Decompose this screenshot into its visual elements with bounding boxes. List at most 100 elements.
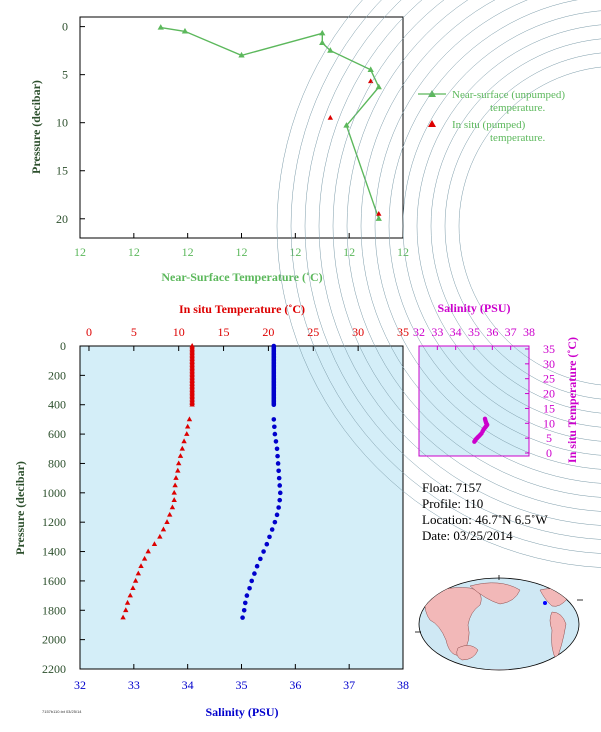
salinity-point [241, 607, 247, 613]
legend-label-pumped: In situ (pumped) [452, 119, 526, 131]
ts-ytick-label: 0 [546, 446, 552, 460]
near-surface-ytick-label: 0 [62, 20, 68, 34]
salinity-point [274, 446, 280, 452]
salinity-point [275, 453, 280, 459]
near-surface-xlabel: Near-Surface Temperature (˚C) [161, 270, 322, 284]
temperature-point [138, 563, 144, 569]
pressure-tick-label: 2000 [42, 633, 66, 647]
salinity-point [273, 439, 279, 444]
footer-text: 7157b110.txt 03/25/14 [42, 709, 82, 714]
salinity-point [261, 549, 266, 554]
ts-xtick-label: 36 [486, 325, 498, 339]
near-surface-ytick-label: 15 [56, 164, 68, 178]
temperature-point [157, 533, 163, 539]
temperature-tick-label: 5 [131, 325, 137, 339]
temperature-tick-label: 0 [86, 325, 92, 339]
near-surface-plot-frame [79, 16, 404, 239]
salinity-point [271, 402, 277, 408]
salinity-point [247, 585, 252, 591]
salinity-point [242, 600, 248, 606]
temperature-point [130, 585, 136, 591]
pressure-tick-label: 0 [60, 339, 66, 353]
salinity-tick-label: 32 [74, 678, 86, 692]
legend-label-unpumped: Near-surface (unpumped) [452, 89, 565, 101]
temperature-point [132, 577, 139, 583]
salinity-tick-label: 35 [236, 678, 248, 692]
near-surface-unpumped-point [375, 215, 382, 221]
temperature-point [172, 482, 178, 488]
salinity-point [277, 490, 283, 496]
ts-density-contour [444, 52, 601, 400]
temperature-point [123, 607, 129, 613]
ts-ytick-label: 25 [543, 372, 555, 386]
pressure-tick-label: 1600 [42, 574, 66, 588]
ts-density-contour [416, 24, 601, 428]
salinity-point [254, 563, 260, 569]
salinity-tick-label: 37 [343, 678, 355, 692]
salinity-point [258, 556, 263, 562]
salinity-point [277, 483, 283, 488]
near-surface-unpumped-point [319, 39, 326, 46]
salinity-point [240, 615, 245, 620]
near-surface-xtick-label: 12 [289, 245, 301, 259]
temperature-tick-label: 35 [397, 325, 409, 339]
near-surface-unpumped-point [327, 47, 334, 53]
map-graticule [415, 575, 583, 633]
near-surface-xtick-label: 12 [397, 245, 409, 259]
ts-density-contour [346, 0, 601, 498]
near-surface-ytick-label: 5 [62, 68, 68, 82]
ts-xtick-label: 34 [450, 325, 462, 339]
ts-xtick-label: 35 [468, 325, 480, 339]
near-surface-unpumped-point [181, 27, 189, 34]
salinity-point [271, 417, 277, 422]
profile-ylabel: Pressure (decibar) [13, 461, 27, 555]
ts-xtick-label: 37 [505, 325, 517, 339]
ts-ytick-label: 10 [543, 416, 555, 430]
temperature-point [171, 489, 177, 495]
near-surface-unpumped-point [319, 29, 326, 36]
float-id: Float: 7157 [422, 480, 482, 495]
temperature-point [171, 497, 177, 502]
salinity-point [276, 468, 281, 474]
ts-density-contour [318, 0, 601, 526]
salinity-point [249, 578, 255, 584]
temperature-point [160, 526, 167, 532]
world-map [415, 575, 583, 671]
near-surface-xtick-label: 12 [74, 245, 86, 259]
legend-label-unpumped-2: temperature. [490, 102, 546, 114]
near-surface-xtick-label: 12 [236, 245, 248, 259]
temperature-point [184, 423, 191, 429]
ts-ytick-label: 20 [543, 387, 555, 401]
pressure-tick-label: 1400 [42, 545, 66, 559]
pressure-tick-label: 200 [48, 368, 66, 382]
temperature-point [164, 519, 170, 524]
ts-density-contour [458, 66, 601, 386]
pressure-tick-label: 2200 [42, 662, 66, 676]
ts-xlabel: Salinity (PSU) [437, 301, 510, 315]
near-surface-unpumped-point [375, 83, 382, 90]
salinity-point [252, 571, 257, 576]
ts-density-contour [402, 10, 601, 442]
salinity-point [276, 475, 282, 481]
ts-ytick-label: 30 [543, 357, 555, 371]
ts-density-contour [388, 0, 601, 456]
float-location-marker [543, 601, 547, 605]
temperature-point [127, 592, 133, 598]
pressure-tick-label: 600 [48, 427, 66, 441]
profile-salinity-axis-label: Salinity (PSU) [205, 705, 278, 719]
legend-marker-pumped [428, 120, 436, 127]
ts-plot-area [419, 346, 529, 456]
near-surface-pumped-point [327, 114, 334, 120]
salinity-point [272, 431, 278, 437]
near-surface-ytick-label: 20 [56, 212, 68, 226]
pressure-tick-label: 1000 [42, 486, 66, 500]
salinity-point [264, 541, 270, 547]
temperature-point [175, 460, 182, 466]
profile-number: Profile: 110 [422, 496, 484, 511]
ts-xtick-label: 33 [431, 325, 443, 339]
near-surface-pumped-point [376, 210, 382, 216]
salinity-tick-label: 34 [182, 678, 194, 692]
pressure-tick-label: 800 [48, 456, 66, 470]
